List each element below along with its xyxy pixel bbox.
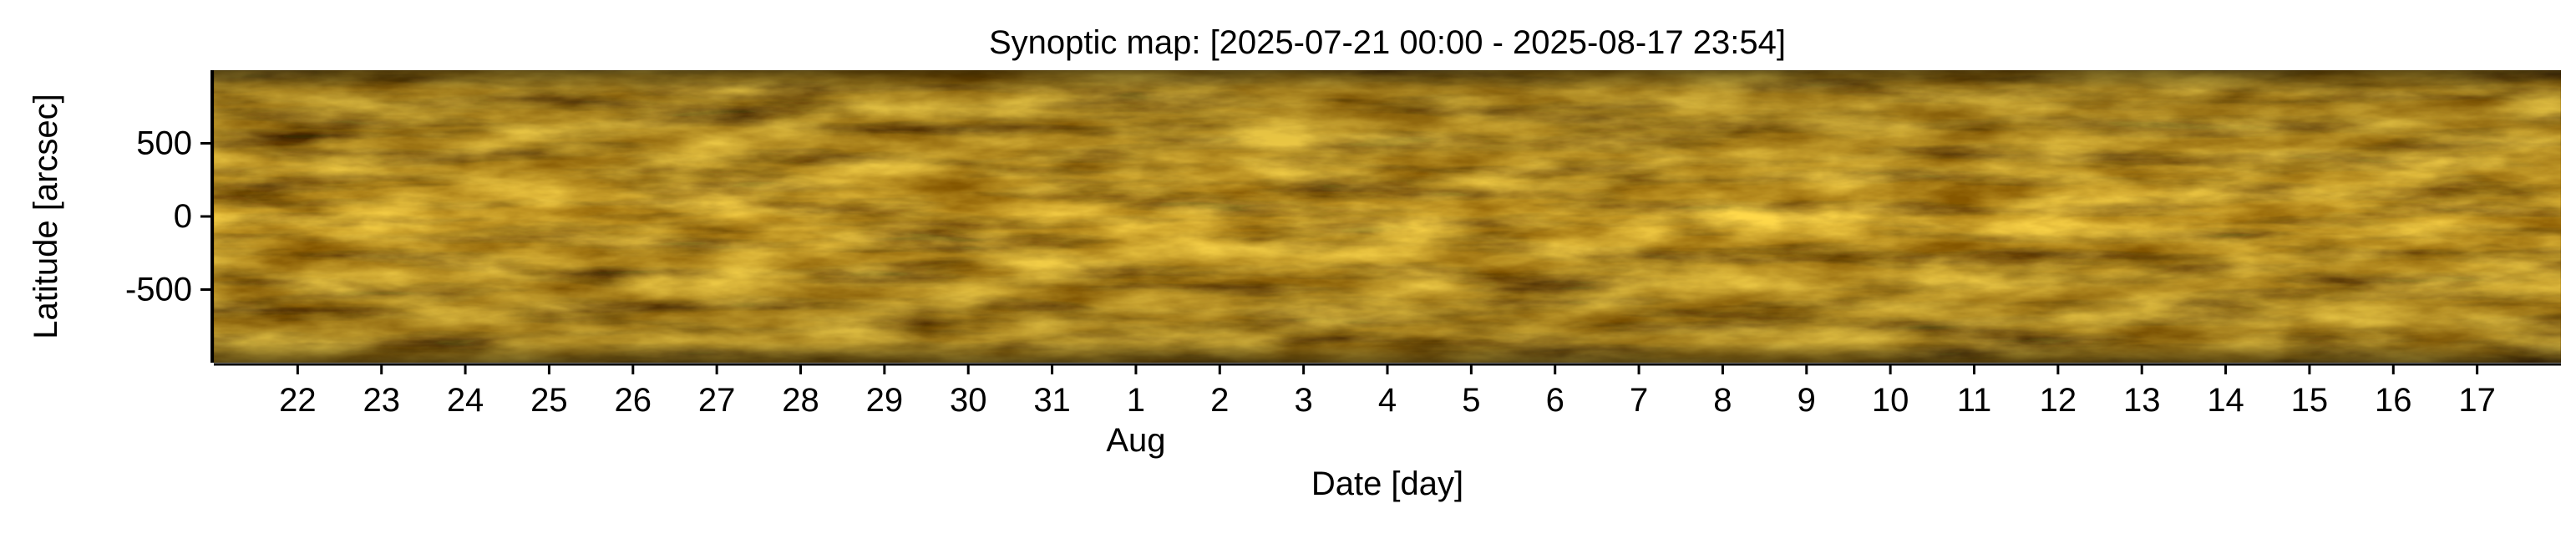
x-tick-label: 13 bbox=[2123, 382, 2161, 419]
y-tick-label: 0 bbox=[174, 198, 192, 235]
x-tick-label: 27 bbox=[698, 382, 736, 419]
x-tick-label: 3 bbox=[1295, 382, 1313, 419]
x-tick-label: 28 bbox=[782, 382, 819, 419]
x-tick-label: 7 bbox=[1630, 382, 1648, 419]
y-axis: 500 0 -500 bbox=[125, 70, 214, 363]
x-tick-label: 17 bbox=[2458, 382, 2496, 419]
x-tick-label: 26 bbox=[615, 382, 652, 419]
x-tick-label: 16 bbox=[2375, 382, 2412, 419]
x-tick-label: 22 bbox=[279, 382, 317, 419]
x-tick-label: 8 bbox=[1713, 382, 1732, 419]
x-tick-label: 23 bbox=[363, 382, 400, 419]
y-axis-label: Latitude [arcsec] bbox=[28, 94, 64, 339]
x-axis-label: Date [day] bbox=[1311, 465, 1463, 502]
x-month-label: Aug bbox=[1106, 422, 1165, 459]
x-tick-label: 24 bbox=[447, 382, 484, 419]
chart-title: Synoptic map: [2025-07-21 00:00 - 2025-0… bbox=[989, 24, 1786, 61]
x-tick-label: 15 bbox=[2291, 382, 2329, 419]
x-tick-label: 11 bbox=[1957, 382, 1992, 419]
x-tick-label: 2 bbox=[1210, 382, 1229, 419]
x-axis: 22 23 24 25 26 27 28 29 30 31 1 2 3 4 5 6 7 8 9 10 11 12 13 14 1… bbox=[214, 363, 2561, 459]
y-tick-label: 500 bbox=[136, 125, 192, 162]
x-tick-label: 6 bbox=[1546, 382, 1564, 419]
x-tick-label: 25 bbox=[530, 382, 568, 419]
x-tick-label: 12 bbox=[2040, 382, 2077, 419]
x-tick-label: 10 bbox=[1872, 382, 1909, 419]
x-tick-label: 29 bbox=[866, 382, 904, 419]
y-tick-label: -500 bbox=[125, 272, 192, 308]
x-tick-label: 9 bbox=[1798, 382, 1816, 419]
x-tick-label: 31 bbox=[1033, 382, 1071, 419]
x-tick-label: 14 bbox=[2207, 382, 2244, 419]
x-tick-label: 30 bbox=[950, 382, 987, 419]
x-tick-label: 5 bbox=[1462, 382, 1480, 419]
heatmap-image bbox=[214, 70, 2561, 363]
x-tick-label: 1 bbox=[1127, 382, 1145, 419]
x-tick-label: 4 bbox=[1378, 382, 1397, 419]
